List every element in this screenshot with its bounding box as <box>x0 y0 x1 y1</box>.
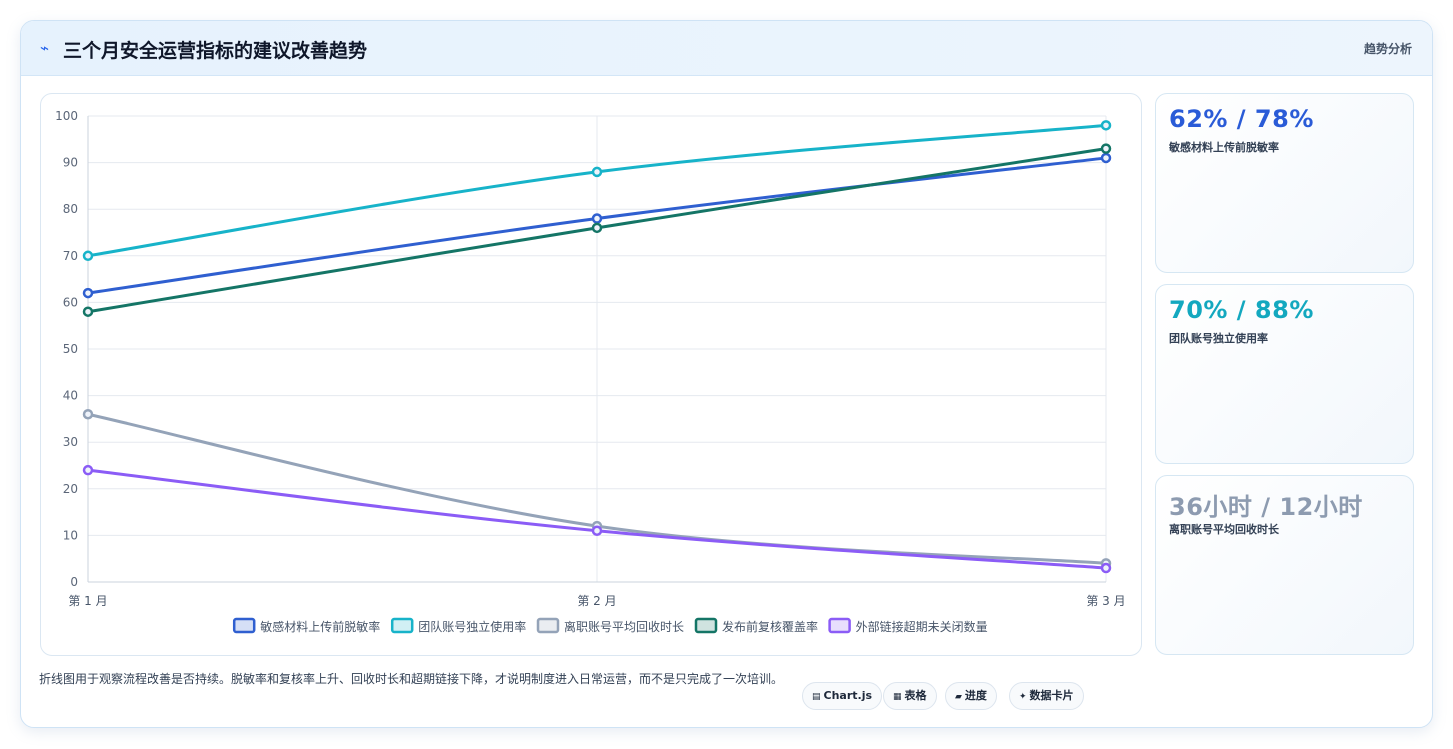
legend-swatch <box>694 617 718 634</box>
y-tick-label: 90 <box>63 156 78 170</box>
y-tick-label: 40 <box>63 389 78 403</box>
y-tick-label: 30 <box>63 435 78 449</box>
kpi-label: 团队账号独立使用率 <box>1169 332 1268 345</box>
legend-label: 发布前复核覆盖率 <box>722 619 818 634</box>
legend-label: 团队账号独立使用率 <box>418 619 526 634</box>
chip-progress[interactable]: ▰ 进度 <box>945 682 997 710</box>
data-point <box>82 306 94 317</box>
footer-note: 折线图用于观察流程改善是否持续。脱敏率和复核率上升、回收时长和超期链接下降，才说… <box>39 672 784 686</box>
table-icon: ▦ <box>893 692 902 702</box>
kpi-label: 离职账号平均回收时长 <box>1169 523 1279 536</box>
page-title: 三个月安全运营指标的建议改善趋势 <box>63 40 368 62</box>
legend-label: 敏感材料上传前脱敏率 <box>260 619 380 634</box>
data-point <box>591 166 603 178</box>
legend-swatch <box>390 617 414 634</box>
data-point <box>82 287 94 299</box>
legend-swatch <box>536 617 560 634</box>
chip-data-cards[interactable]: ✦ 数据卡片 <box>1009 682 1084 710</box>
lightning-icon: ⌁ <box>40 39 50 57</box>
kpi-card-offboarding-time: 36小时 / 12小时 离职账号平均回收时长 <box>1155 475 1414 655</box>
y-tick-label: 70 <box>63 249 78 263</box>
chip-label: 数据卡片 <box>1029 689 1074 702</box>
data-point <box>591 213 603 224</box>
chart-card: 0 10 20 30 40 50 60 70 80 90 100 第 1 月 第 2 月 第 3 月敏感材… <box>40 93 1142 656</box>
y-tick-label: 0 <box>70 575 78 589</box>
kpi-label: 敏感材料上传前脱敏率 <box>1169 141 1279 154</box>
x-tick-label: 第 3 月 <box>1086 594 1125 608</box>
chip-label: Chart.js <box>823 689 873 702</box>
y-tick-label: 80 <box>63 202 78 216</box>
data-point <box>1100 143 1112 154</box>
y-tick-label: 60 <box>63 295 78 309</box>
chart-icon: ▤ <box>812 692 821 702</box>
kpi-card-account-usage: 70% / 88% 团队账号独立使用率 <box>1155 284 1414 464</box>
chip-table[interactable]: ▦ 表格 <box>883 682 937 710</box>
sparkle-icon: ✦ <box>1019 692 1027 702</box>
data-point <box>82 250 94 262</box>
chip-label: 表格 <box>904 689 927 702</box>
panel-header: ⌁ 三个月安全运营指标的建议改善趋势 趋势分析 <box>21 21 1432 76</box>
y-tick-label: 100 <box>55 109 78 123</box>
kpi-card-desensitization: 62% / 78% 敏感材料上传前脱敏率 <box>1155 93 1414 273</box>
data-point <box>82 408 94 420</box>
x-tick-label: 第 2 月 <box>577 594 616 608</box>
y-tick-label: 20 <box>63 482 78 496</box>
data-point <box>1100 152 1112 164</box>
legend-swatch <box>828 617 851 634</box>
legend-label: 离职账号平均回收时长 <box>564 619 684 634</box>
kpi-value: 70% / 88% <box>1169 296 1314 324</box>
data-point <box>82 464 94 476</box>
data-point <box>591 525 603 536</box>
kpi-value: 62% / 78% <box>1169 105 1314 133</box>
kpi-value: 36小时 / 12小时 <box>1169 493 1363 521</box>
y-tick-label: 10 <box>63 528 78 542</box>
legend-swatch <box>232 617 256 634</box>
chip-chartjs[interactable]: ▤ Chart.js <box>802 682 883 710</box>
y-tick-label: 50 <box>63 342 78 356</box>
data-point <box>1100 120 1112 131</box>
progress-icon: ▰ <box>955 692 962 702</box>
data-point <box>1100 562 1112 574</box>
x-tick-label: 第 1 月 <box>68 594 107 608</box>
data-point <box>591 222 603 234</box>
line-chart: 0 10 20 30 40 50 60 70 80 90 100 第 1 月 第 2 月 第 3 月敏感材… <box>55 109 1126 634</box>
legend-label: 外部链接超期未关闭数量 <box>856 619 988 634</box>
chip-label: 进度 <box>964 689 987 702</box>
trend-analysis-link[interactable]: 趋势分析 <box>1363 42 1412 56</box>
trend-panel: ⌁ 三个月安全运营指标的建议改善趋势 趋势分析 0 10 20 30 40 50 60 70 8… <box>20 20 1433 728</box>
